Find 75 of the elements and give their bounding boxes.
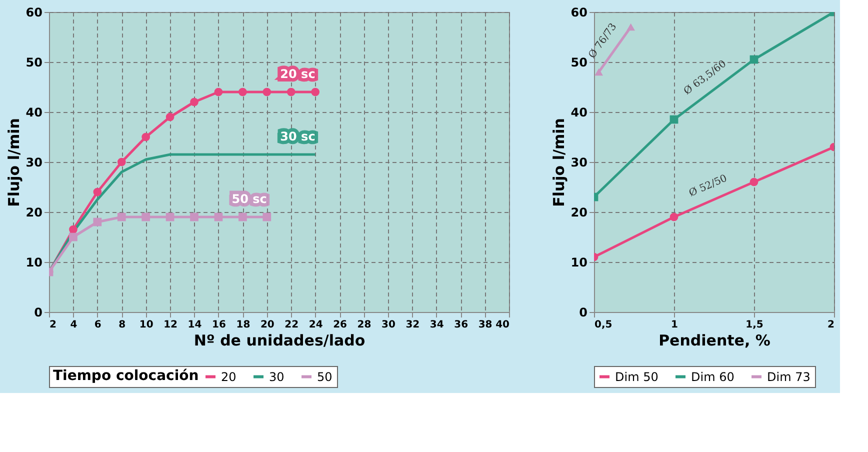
point xyxy=(69,225,78,234)
point xyxy=(750,55,758,64)
annotation: 20 sc xyxy=(280,67,316,81)
y-tick-label: 20 xyxy=(26,206,42,220)
point xyxy=(117,158,126,166)
x-tick-label: 14 xyxy=(188,320,202,330)
x-tick-label: 0,5 xyxy=(594,320,612,330)
point xyxy=(214,88,223,96)
point xyxy=(93,188,102,196)
y-tick-label: 30 xyxy=(26,156,42,170)
annotation: 50 sc xyxy=(232,192,267,206)
x-axis-title: Pendiente, % xyxy=(658,332,770,350)
x-tick-label: 32 xyxy=(406,320,420,330)
annotation: Ø 52/50 xyxy=(688,173,729,200)
y-tick-label: 20 xyxy=(570,206,588,220)
legend-label: Dim 73 xyxy=(767,370,810,384)
y-tick-label: 0 xyxy=(34,306,42,320)
x-tick-label: 10 xyxy=(139,320,154,330)
x-tick-label: 8 xyxy=(118,320,126,330)
x-tick-label: 26 xyxy=(333,320,348,330)
x-tick-label: 4 xyxy=(70,320,78,330)
legend-label: Dim 50 xyxy=(615,370,658,384)
point xyxy=(262,212,272,222)
x-tick-label: 16 xyxy=(212,320,226,330)
point xyxy=(142,212,150,222)
y-tick-label: 10 xyxy=(26,256,42,270)
point xyxy=(166,212,174,222)
point xyxy=(142,132,150,142)
x-tick-label: 18 xyxy=(236,320,250,330)
x-axis-title: Nº de unidades/lado xyxy=(194,332,366,350)
y-tick-label: 30 xyxy=(570,156,588,170)
y-tick-label: 60 xyxy=(570,6,588,20)
y-tick-label: 10 xyxy=(570,256,588,270)
legend-label: 20 xyxy=(221,370,236,384)
y-tick-label: 50 xyxy=(570,56,588,70)
point xyxy=(262,88,272,96)
point xyxy=(311,88,320,96)
point xyxy=(238,212,247,222)
point xyxy=(190,98,198,106)
x-tick-label: 2 xyxy=(828,320,835,330)
x-tick-label: 30 xyxy=(381,320,396,330)
point xyxy=(238,88,247,96)
x-tick-label: 22 xyxy=(284,320,299,330)
x-tick-label: 12 xyxy=(164,320,178,330)
legend-label: Dim 60 xyxy=(691,370,734,384)
y-tick-label: 50 xyxy=(26,56,42,70)
point xyxy=(286,88,296,96)
x-tick-label: 28 xyxy=(357,320,372,330)
y-tick-label: 0 xyxy=(579,306,588,320)
x-tick-label: 1 xyxy=(671,320,678,330)
x-tick-label: 24 xyxy=(308,320,323,330)
x-tick-label: 20 xyxy=(260,320,274,330)
point xyxy=(93,218,102,226)
y-axis-title: Flujo l/min xyxy=(550,118,568,207)
x-tick-label: 34 xyxy=(430,320,444,330)
point xyxy=(214,212,223,222)
x-tick-label: 6 xyxy=(94,320,102,330)
point xyxy=(670,115,678,124)
legend-label: 50 xyxy=(317,370,332,384)
point xyxy=(117,212,126,222)
y-tick-label: 60 xyxy=(26,6,42,20)
annotation: 30 sc xyxy=(280,130,316,144)
point xyxy=(166,112,174,122)
x-tick-label: 1,5 xyxy=(746,320,764,330)
point xyxy=(190,212,198,222)
legend-title: Tiempo colocación xyxy=(53,368,199,384)
point xyxy=(69,232,78,242)
x-tick-label: 36 xyxy=(454,320,468,330)
y-axis-title: Flujo l/min xyxy=(4,118,23,207)
x-tick-label: 40 xyxy=(496,320,510,330)
y-tick-label: 40 xyxy=(570,106,588,120)
y-tick-label: 40 xyxy=(26,106,42,120)
legend-label: 30 xyxy=(269,370,284,384)
x-tick-label: 2 xyxy=(50,320,56,330)
x-tick-label: 38 xyxy=(478,320,492,330)
